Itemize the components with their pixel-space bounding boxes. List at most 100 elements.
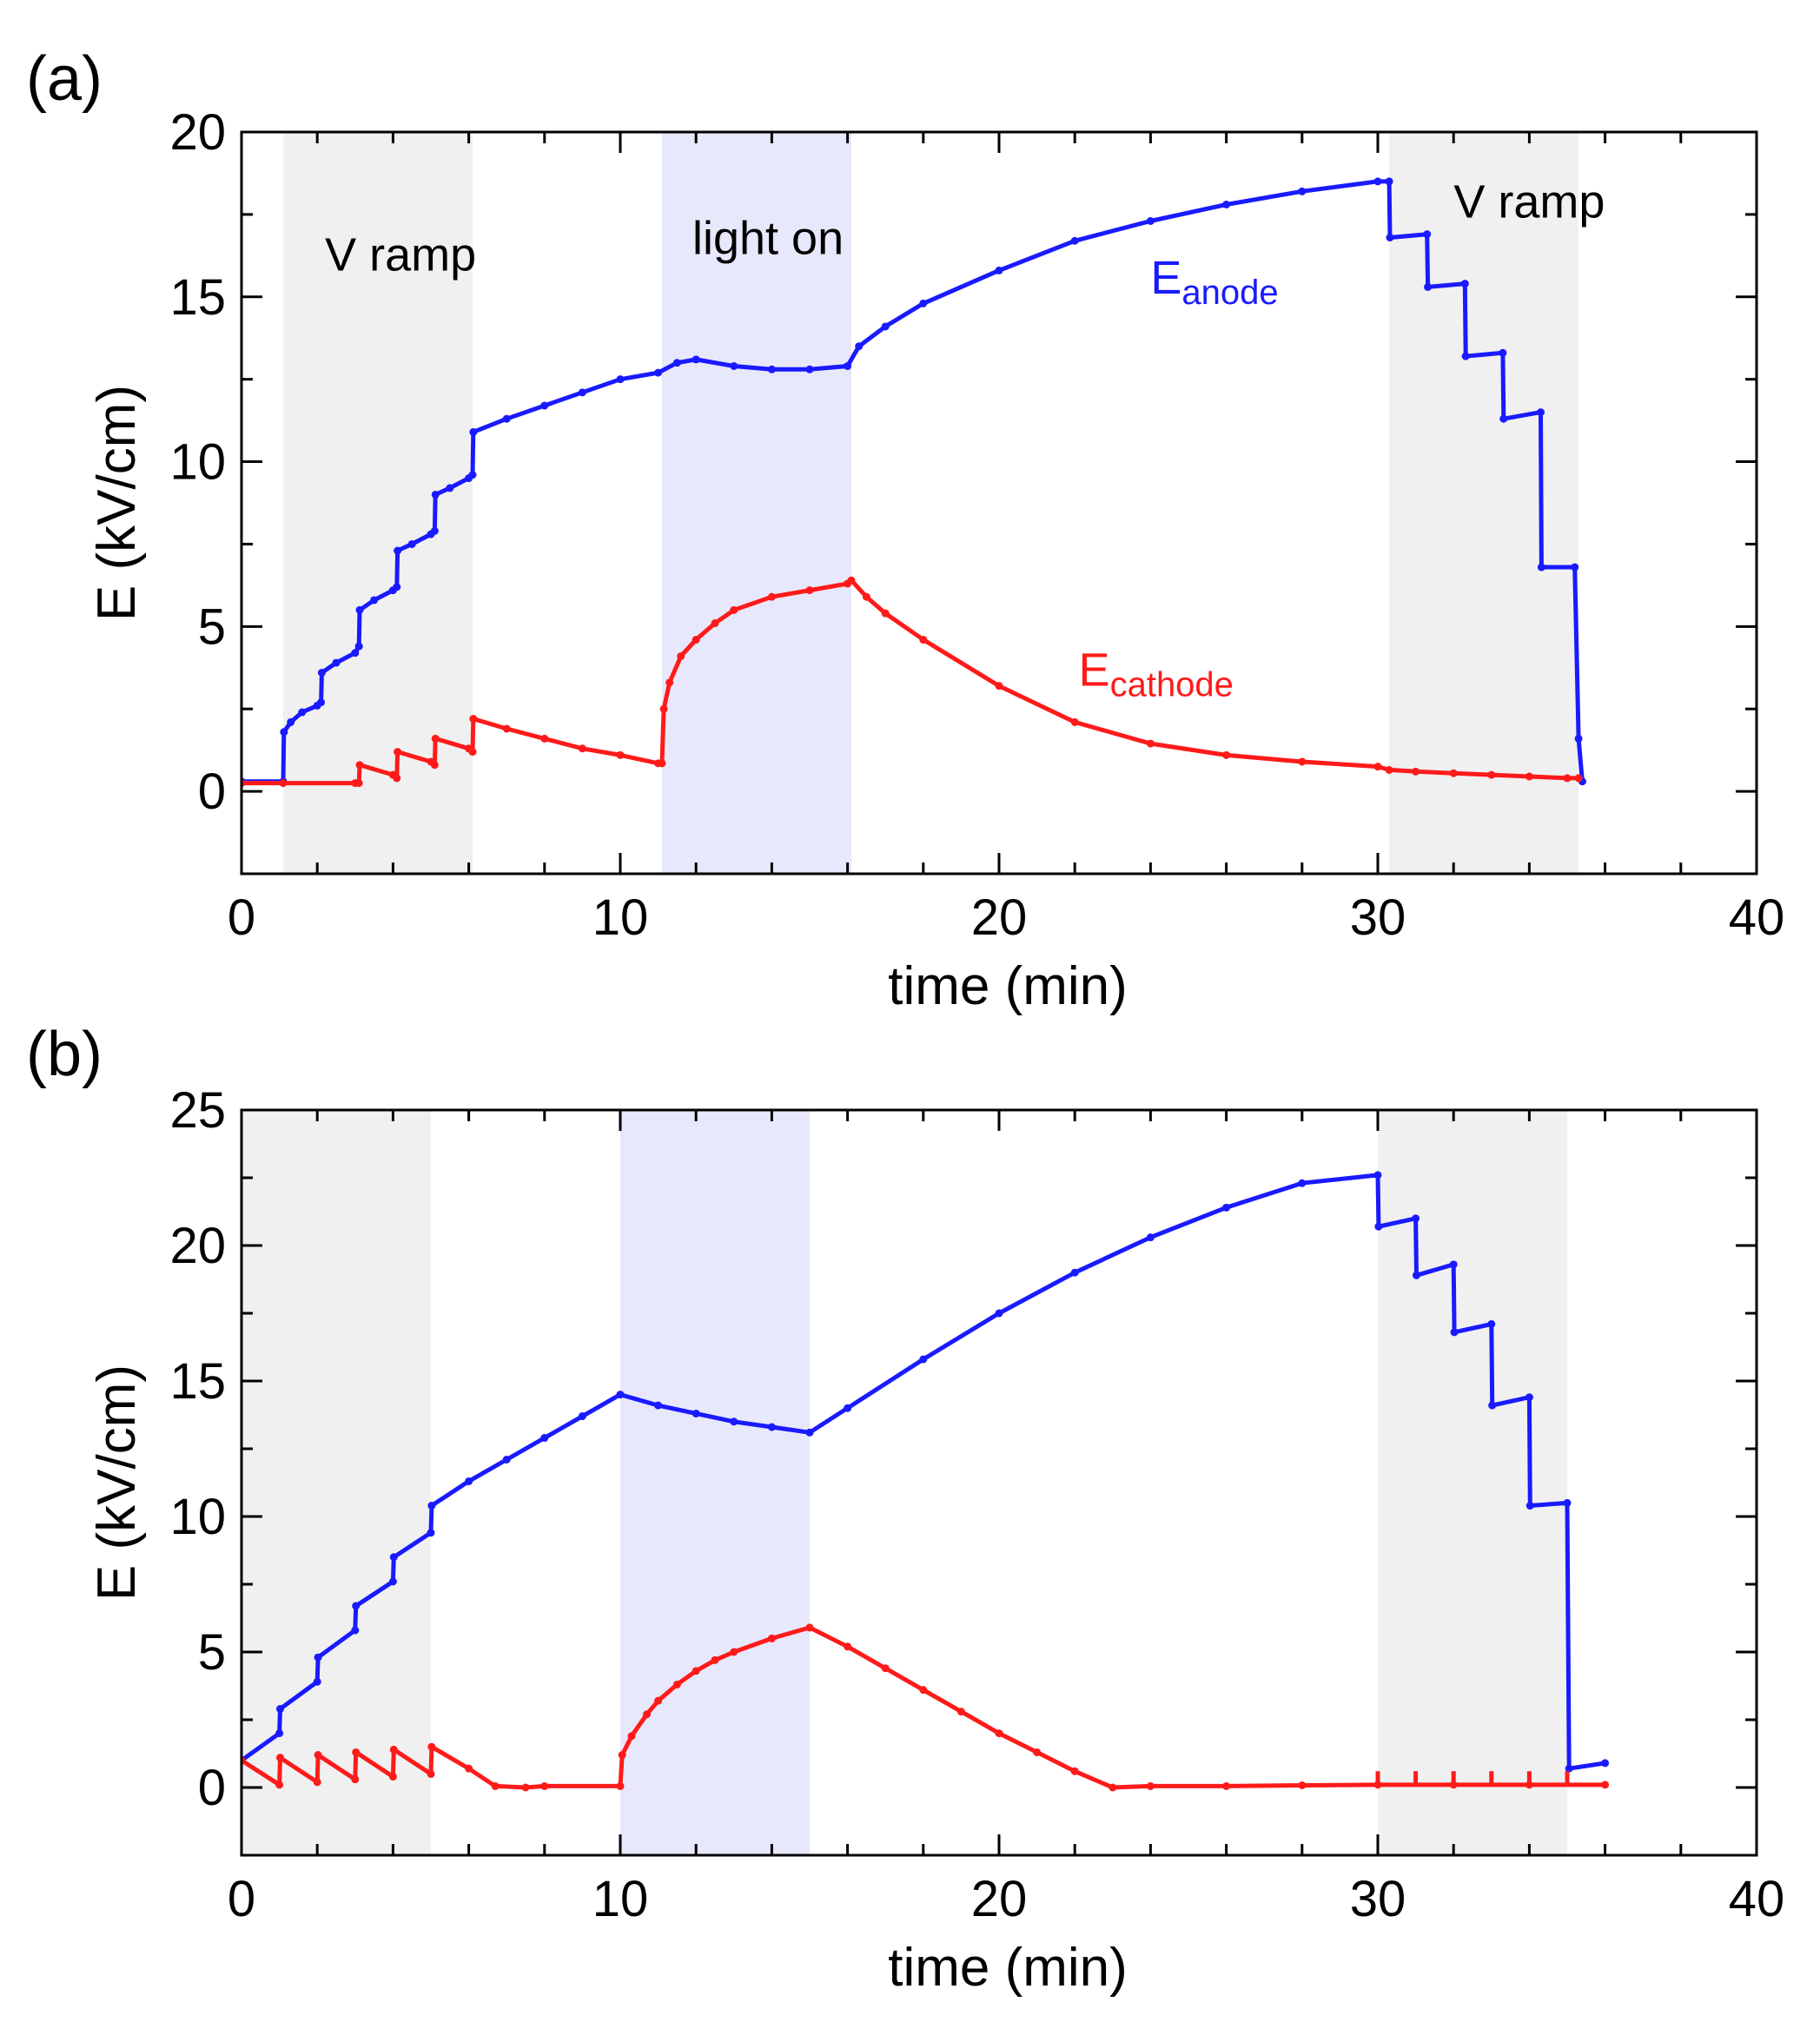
panel-a-anode-point: [1499, 348, 1507, 357]
panel-b-anode-point: [1565, 1764, 1573, 1773]
panel-b-anode-point: [919, 1355, 928, 1364]
panel-a-annotation: V ramp: [325, 228, 476, 281]
panel-a-anode-point: [394, 546, 402, 555]
panel-b-anode-point: [1146, 1233, 1155, 1242]
panel-a-cathode-point: [354, 779, 363, 788]
panel-a-anode-point: [919, 299, 928, 307]
panel-b-anode-point: [502, 1455, 511, 1464]
panel-b-anode-point: [1449, 1260, 1458, 1269]
panel-b-cathode-point: [919, 1686, 928, 1695]
panel-a-cathode-point: [677, 651, 685, 660]
panel-b-cathode-point: [314, 1751, 322, 1760]
panel-b-band-v-ramp-2: [1378, 1110, 1567, 1855]
panel-a-y-axis-title: E (kV/cm): [87, 385, 147, 621]
panel-b-anode-point: [1373, 1171, 1382, 1180]
panel-b-cathode-point: [805, 1623, 814, 1632]
panel-b-cathode-point: [1033, 1748, 1042, 1756]
panel-a-series-label-main: E: [1150, 252, 1181, 304]
panel-a-cathode-point: [767, 592, 776, 601]
panel-a-band-v-ramp-2: [1389, 132, 1579, 874]
panel-a-anode-point: [881, 322, 890, 331]
panel-b-cathode-point: [995, 1729, 1003, 1738]
panel-b-anode-point: [314, 1653, 322, 1662]
panel-a-cathode-point: [1487, 770, 1496, 779]
panel-a-anode-point: [332, 658, 341, 667]
panel-a-cathode-point: [1563, 774, 1572, 783]
panel-a-anode-point: [1537, 563, 1545, 572]
panel-b-cathode-point: [881, 1664, 890, 1673]
panel-b-cathode-point: [730, 1648, 738, 1656]
panel-b-anode-point: [1450, 1328, 1459, 1337]
panel-a-cathode-point: [355, 761, 364, 770]
panel-b-y-tick-label: 0: [198, 1760, 226, 1816]
panel-a-anode-point: [502, 414, 511, 423]
panel-a-band-v-ramp-0: [282, 132, 473, 874]
panel-a-anode-point: [767, 365, 776, 373]
panel-b-x-tick-label: 30: [1350, 1871, 1406, 1927]
panel-a-anode-point: [370, 596, 379, 605]
panel-a-anode-point: [354, 642, 363, 651]
panel-a-y-tick-label: 5: [198, 598, 226, 655]
panel-a-cathode-point: [1146, 739, 1155, 748]
panel-a-anode-point: [430, 526, 439, 535]
panel-a-anode-point: [1070, 236, 1079, 245]
panel-b-anode-point: [767, 1423, 776, 1431]
panel-b-x-tick-label: 10: [592, 1871, 649, 1927]
panel-a-anode-point: [393, 583, 401, 591]
panel-b-anode-point: [352, 1602, 361, 1610]
panel-a-cathode-point: [730, 605, 738, 614]
panel-b-cathode-point: [427, 1742, 436, 1751]
panel-a-cathode-point: [919, 636, 928, 644]
panel-a-y-tick-label: 15: [169, 269, 226, 326]
panel-a-anode-point: [1222, 201, 1231, 209]
panel-b-anode-point: [1070, 1268, 1079, 1277]
panel-b-anode-point: [1222, 1203, 1231, 1212]
panel-b-anode-point: [275, 1729, 284, 1738]
panel-b-y-tick-label: 15: [169, 1353, 226, 1410]
panel-b-y-tick-label: 25: [169, 1082, 226, 1139]
panel-a-cathode-point: [468, 748, 477, 757]
panel-a-x-tick-label: 30: [1350, 889, 1406, 946]
panel-a-anode-point: [298, 708, 307, 717]
panel-b-anode-point: [1488, 1401, 1497, 1410]
panel-a-anode-point: [730, 361, 738, 370]
panel-a-annotation: light on: [692, 212, 844, 264]
panel-b-anode-point: [1487, 1319, 1496, 1328]
panel-b-cathode-point: [654, 1696, 663, 1705]
panel-a-cathode-point: [711, 619, 719, 628]
panel-a-cathode-point: [1449, 769, 1458, 777]
panel-b-cathode-point: [711, 1655, 719, 1664]
panel-a-anode-point: [692, 355, 700, 364]
panel-a-cathode-point: [1222, 750, 1231, 759]
panel-b-cathode-point: [767, 1634, 776, 1642]
panel-b-cathode-point: [627, 1732, 636, 1741]
panel-b-cathode-point: [351, 1775, 360, 1784]
panel-a-cathode-point: [279, 779, 288, 788]
panel-b-anode-point: [1374, 1222, 1383, 1231]
panel-a-x-axis-title: time (min): [888, 956, 1128, 1016]
panel-b-cathode-point: [388, 1773, 397, 1781]
panel-a-cathode-point: [692, 636, 700, 644]
panel-b-anode-point: [1412, 1214, 1420, 1223]
panel-a-cathode-point: [430, 761, 439, 770]
panel-a-anode-point: [317, 698, 326, 707]
panel-b-cathode-point: [389, 1745, 398, 1754]
panel-b-cathode-point: [616, 1781, 625, 1790]
panel-b-cathode-point: [1222, 1781, 1231, 1790]
panel-b-cathode-point: [643, 1710, 652, 1719]
panel-b-cathode-point: [844, 1642, 852, 1651]
panel-a-x-tick-label: 10: [592, 889, 649, 946]
panel-b-cathode-point: [275, 1754, 284, 1762]
panel-a-cathode-point: [540, 734, 549, 743]
panel-a-anode-point: [469, 427, 478, 436]
panel-b: 0 10 20 30 40 0 5 10 15 20 25 time (min) E (kV/cm) (b…: [26, 1020, 1784, 1998]
panel-a-anode-point: [672, 359, 681, 367]
panel-a-anode-point: [616, 375, 625, 384]
panel-a-panel-label: (a): [26, 44, 103, 114]
panel-a-cathode-point: [847, 576, 856, 585]
panel-a-cathode-point: [1525, 772, 1533, 781]
panel-b-y-tick-label: 20: [169, 1218, 226, 1274]
panel-a-cathode-point: [862, 592, 870, 601]
panel-a-anode-point: [317, 668, 326, 677]
